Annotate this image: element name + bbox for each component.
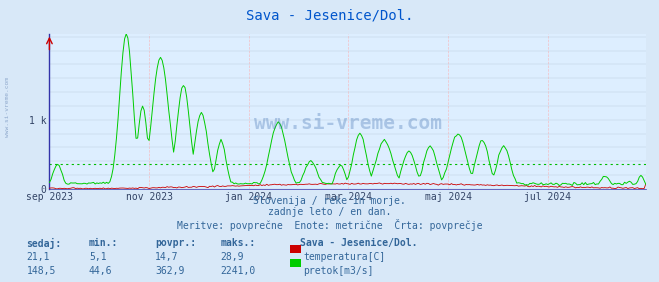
Text: Sava - Jesenice/Dol.: Sava - Jesenice/Dol. <box>246 8 413 23</box>
Text: 5,1: 5,1 <box>89 252 107 262</box>
Text: Sava - Jesenice/Dol.: Sava - Jesenice/Dol. <box>300 238 417 248</box>
Text: 362,9: 362,9 <box>155 266 185 276</box>
Text: povpr.:: povpr.: <box>155 238 196 248</box>
Text: sedaj:: sedaj: <box>26 238 61 249</box>
Text: www.si-vreme.com: www.si-vreme.com <box>254 114 442 133</box>
Text: 28,9: 28,9 <box>221 252 244 262</box>
Text: zadnje leto / en dan.: zadnje leto / en dan. <box>268 207 391 217</box>
Text: Slovenija / reke in morje.: Slovenija / reke in morje. <box>253 196 406 206</box>
Text: 14,7: 14,7 <box>155 252 179 262</box>
Text: 21,1: 21,1 <box>26 252 50 262</box>
Text: 2241,0: 2241,0 <box>221 266 256 276</box>
Text: pretok[m3/s]: pretok[m3/s] <box>303 266 374 276</box>
Text: Meritve: povprečne  Enote: metrične  Črta: povprečje: Meritve: povprečne Enote: metrične Črta:… <box>177 219 482 231</box>
Text: maks.:: maks.: <box>221 238 256 248</box>
Text: min.:: min.: <box>89 238 119 248</box>
Text: 44,6: 44,6 <box>89 266 113 276</box>
Text: 148,5: 148,5 <box>26 266 56 276</box>
Text: www.si-vreme.com: www.si-vreme.com <box>5 77 11 137</box>
Text: temperatura[C]: temperatura[C] <box>303 252 386 262</box>
